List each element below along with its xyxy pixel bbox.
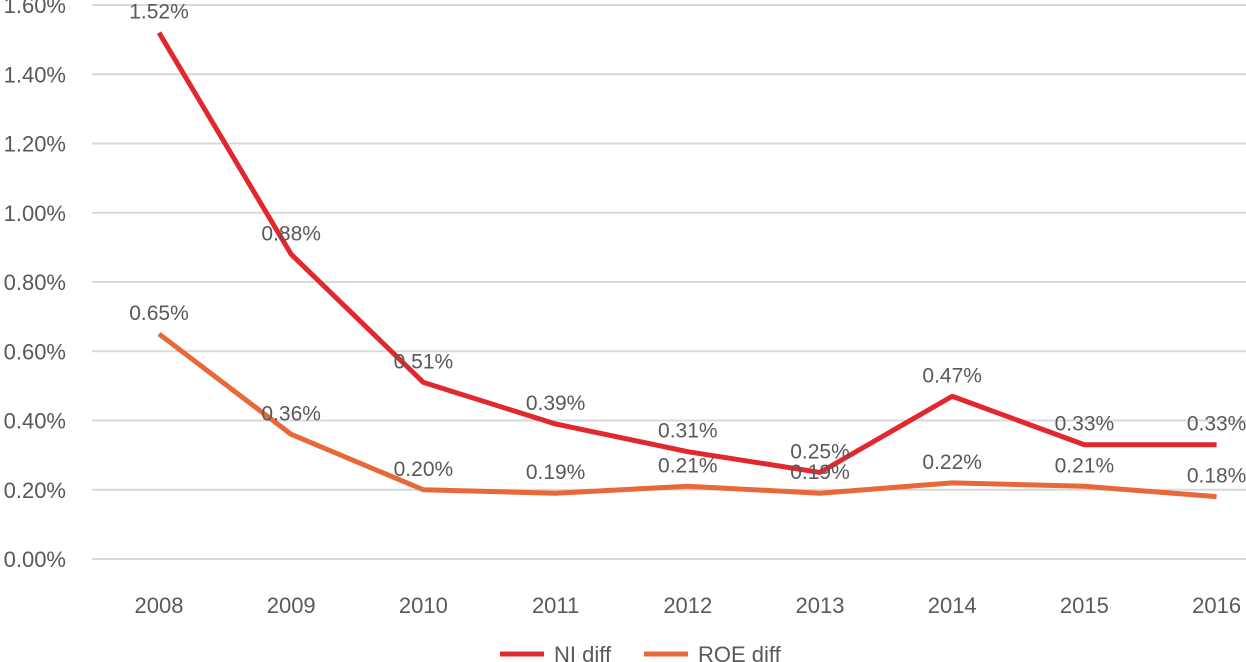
data-label: 1.52% [129,1,189,24]
data-label: 0.31% [658,420,718,443]
data-label: 0.21% [658,454,718,477]
gridlines [92,4,1246,560]
data-label: 0.88% [261,222,321,245]
x-tick-label: 2008 [135,593,184,618]
data-label: 0.36% [261,402,321,425]
data-label: 0.33% [1055,413,1115,436]
y-tick-label: 0.20% [4,478,66,503]
data-label: 0.18% [1187,465,1246,488]
data-label: 0.65% [129,302,189,325]
data-label: 0.19% [526,461,586,484]
y-axis-tick-labels: 0.00% 0.20% 0.40% 0.60% 0.80% 1.00% 1.20% 1.40%… [4,0,66,572]
y-tick-label: 1.40% [4,62,66,87]
x-tick-label: 2016 [1192,593,1241,618]
x-tick-label: 2009 [267,593,316,618]
data-labels: 1.52% 0.88% 0.51% 0.39% 0.31% 0.25% 0.47% 0.33%… [129,1,1246,488]
data-label: 0.47% [922,364,982,387]
x-axis-tick-labels: 2008 2009 2010 2011 2012 2013 2014 2015 2016 [135,593,1242,618]
y-tick-label: 0.40% [4,409,66,434]
y-tick-label: 0.60% [4,339,66,364]
y-tick-label: 0.80% [4,270,66,295]
y-tick-label: 0.00% [4,547,66,572]
x-tick-label: 2015 [1060,593,1109,618]
data-label: 0.25% [790,440,850,463]
legend-label: ROE diff [698,642,782,662]
y-tick-label: 1.00% [4,201,66,226]
legend: NI diff ROE diff [500,642,782,662]
data-label: 0.21% [1055,454,1115,477]
y-tick-label: 1.60% [4,0,66,18]
x-tick-label: 2011 [532,593,579,618]
x-tick-label: 2014 [928,593,977,618]
data-label: 0.20% [394,458,454,481]
series-lines [156,31,1217,500]
data-label: 0.22% [922,451,982,474]
data-label: 0.19% [790,461,850,484]
x-tick-label: 2012 [663,593,712,618]
data-label: 0.39% [526,392,586,415]
series-line-roe-diff [157,331,1217,500]
y-tick-label: 1.20% [4,132,66,157]
data-label: 0.51% [394,350,454,373]
series-line-ni-diff [156,31,1217,475]
x-tick-label: 2010 [399,593,448,618]
legend-label: NI diff [554,642,612,662]
data-label: 0.33% [1187,413,1246,436]
x-tick-label: 2013 [796,593,845,618]
